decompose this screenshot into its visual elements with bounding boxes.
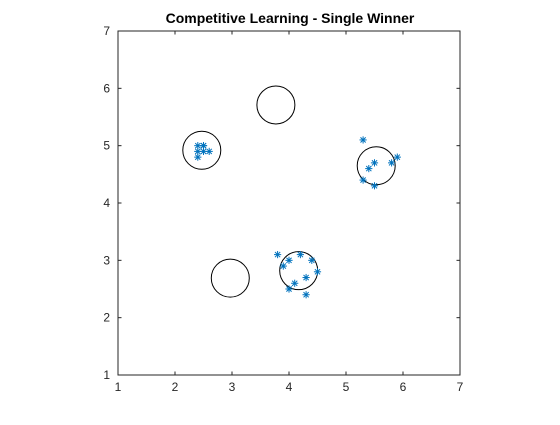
x-tick-label: 2 bbox=[172, 380, 179, 394]
y-tick-label: 3 bbox=[103, 253, 110, 267]
data-point bbox=[194, 142, 202, 150]
data-point bbox=[291, 279, 299, 287]
chart-title: Competitive Learning - Single Winner bbox=[166, 10, 415, 26]
data-point bbox=[285, 285, 293, 293]
data-point-group bbox=[194, 136, 401, 299]
data-point bbox=[194, 153, 202, 161]
x-tick-label: 4 bbox=[286, 380, 293, 394]
data-point bbox=[285, 256, 293, 264]
data-point bbox=[370, 182, 379, 190]
data-point bbox=[359, 176, 367, 184]
data-point bbox=[388, 159, 396, 167]
data-point bbox=[393, 153, 401, 161]
x-tick-label: 3 bbox=[229, 380, 236, 394]
data-point bbox=[205, 147, 213, 155]
data-point bbox=[296, 251, 304, 259]
data-point bbox=[302, 291, 310, 299]
y-tick-label: 7 bbox=[103, 24, 110, 38]
data-point bbox=[308, 256, 316, 264]
neuron-circle bbox=[210, 258, 250, 298]
x-tick-label: 6 bbox=[400, 380, 407, 394]
y-tick-label: 4 bbox=[103, 196, 110, 210]
x-tick-label: 1 bbox=[115, 380, 122, 394]
x-tick-label: 5 bbox=[343, 380, 350, 394]
tick-group: 1 2 3 4 5 6 7 1 2 3 4 5 6 7 bbox=[103, 24, 463, 394]
y-tick-label: 6 bbox=[103, 81, 110, 95]
data-point bbox=[370, 159, 379, 167]
x-tick-label: 7 bbox=[457, 380, 464, 394]
data-point bbox=[365, 165, 373, 173]
data-point bbox=[274, 251, 282, 259]
y-tick-label: 5 bbox=[103, 139, 110, 153]
data-point bbox=[359, 136, 367, 144]
data-point bbox=[199, 142, 208, 150]
data-point bbox=[313, 268, 322, 276]
y-tick-label: 1 bbox=[103, 368, 110, 382]
neuron-circle bbox=[256, 85, 296, 125]
neuron-circle bbox=[182, 130, 222, 170]
data-point bbox=[302, 273, 310, 282]
data-point bbox=[279, 262, 287, 270]
y-tick-label: 2 bbox=[103, 311, 110, 325]
